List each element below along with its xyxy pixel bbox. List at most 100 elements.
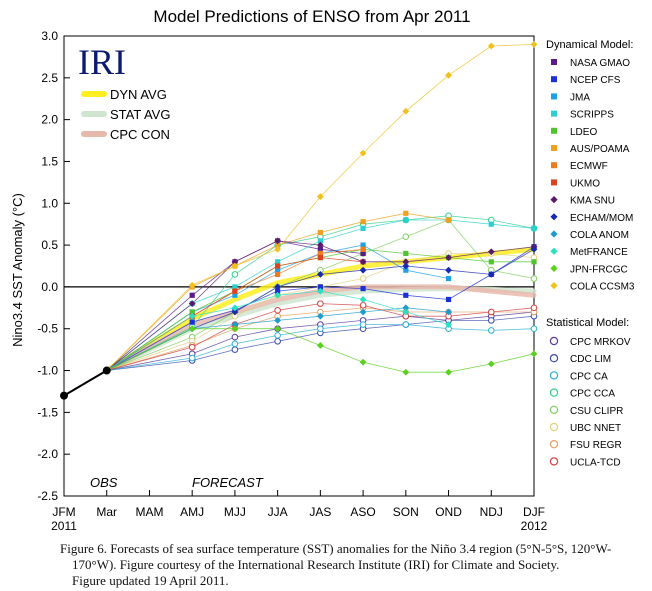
y-tick-label: -2.0 (37, 447, 58, 461)
y-tick-label: -0.5 (37, 322, 58, 336)
dyn-marker-10 (445, 308, 452, 316)
avg-line-0 (104, 246, 537, 373)
stat-line-0 (106, 311, 535, 371)
dyn-marker-3 (317, 238, 323, 244)
dyn-marker-8 (188, 300, 196, 308)
dyn-marker-12 (188, 325, 196, 333)
average-legend: DYN AVG STAT AVG CPC CON (81, 87, 170, 142)
stat-marker-2 (188, 354, 196, 362)
dyn-marker-1 (317, 284, 323, 290)
dyn-marker-10 (359, 308, 367, 316)
dyn-marker-8 (274, 237, 282, 245)
dyn-marker-6 (275, 271, 281, 277)
stat-marker-1 (274, 337, 281, 345)
dyn-marker-2 (275, 267, 281, 273)
dyn-marker-8 (359, 258, 367, 266)
x-tick-label: SON (393, 505, 419, 519)
dyn-marker-12 (445, 368, 452, 376)
dyn-marker-12 (231, 325, 239, 333)
dyn-marker-7 (232, 288, 238, 294)
dyn-marker-12 (487, 360, 495, 368)
figure-caption: Figure 6. Forecasts of sea surface tempe… (60, 541, 650, 589)
dyn-marker-6 (360, 246, 366, 252)
dyn-marker-3 (360, 225, 366, 231)
dyn-marker-5 (445, 217, 452, 223)
dyn-marker-8 (487, 248, 495, 256)
stat-line-3 (106, 215, 535, 371)
dyn-marker-7 (317, 255, 323, 261)
dyn-marker-12 (316, 342, 324, 349)
y-tick-label: -1.5 (37, 405, 58, 419)
stat-legend-marker-2 (549, 371, 559, 380)
dyn-marker-13 (402, 107, 410, 115)
dyn-marker-13 (530, 40, 538, 48)
dyn-marker-9 (316, 270, 324, 278)
stat-legend-label-7: UCLA-TCD (570, 457, 621, 468)
dyn-marker-12 (274, 325, 282, 333)
dyn-legend-label-12: JPN-FRCGC (570, 264, 628, 275)
stat-line-2 (106, 324, 535, 371)
dyn-line-13 (106, 44, 535, 371)
stat-marker-1 (231, 346, 239, 353)
stat-marker-2 (530, 325, 538, 333)
model-legend: NASA GMAO NCEP CFS JMA SCRIPPS LDEO AUS/POAMA… (549, 58, 635, 468)
stat-marker-7 (487, 308, 495, 316)
dyn-marker-9 (445, 266, 452, 274)
stat-marker-2 (487, 327, 495, 334)
dyn-marker-13 (188, 281, 196, 289)
stat-legend-marker-5 (549, 422, 559, 432)
stat-line-1 (106, 315, 535, 371)
dyn-marker-9 (530, 245, 538, 253)
chart-title: Model Predictions of ENSO from Apr 2011 (153, 7, 470, 26)
avg-line-2 (104, 284, 537, 373)
stat-legend-marker-6 (549, 440, 559, 449)
dyn-marker-13 (445, 71, 452, 79)
dyn-marker-11 (274, 291, 282, 299)
dyn-legend-label-8: KMA SNU (570, 196, 615, 207)
dyn-marker-1 (189, 319, 195, 325)
stat-legend-marker-7 (549, 457, 559, 466)
stat-legend-marker-1 (549, 354, 559, 363)
dyn-marker-8 (402, 258, 410, 266)
dyn-marker-5 (360, 219, 366, 225)
dyn-marker-3 (531, 225, 537, 231)
dyn-marker-11 (402, 308, 410, 316)
caption-line-2: 170°W). Figure courtesy of the Internati… (72, 557, 560, 572)
stat-line-7 (106, 303, 535, 371)
plot-frame (63, 35, 535, 497)
x-year-end: 2012 (521, 519, 548, 533)
dyn-marker-13 (231, 262, 239, 270)
dyn-marker-13 (274, 245, 282, 253)
dyn-marker-2 (232, 292, 238, 298)
dyn-marker-0 (360, 250, 366, 257)
dyn-legend-marker-8 (550, 196, 558, 204)
dyn-legend-marker-2 (551, 93, 557, 100)
y-tick-label: 2.5 (41, 71, 58, 85)
stat-marker-4 (402, 233, 410, 241)
dyn-legend-marker-9 (550, 213, 558, 221)
stat-legend-label-4: CSU CLIPR (570, 406, 623, 417)
avg-legend-label-2: CPC CON (110, 127, 170, 142)
stat-marker-2 (317, 325, 324, 333)
x-tick-label: MAM (135, 505, 163, 519)
observed-point (102, 366, 111, 375)
dyn-legend-label-11: MetFRANCE (570, 247, 628, 258)
x-tick-label: NDJ (480, 505, 503, 519)
dyn-marker-11 (359, 296, 367, 303)
dyn-marker-0 (317, 246, 323, 252)
stat-marker-2 (402, 321, 410, 328)
dyn-marker-0 (189, 292, 195, 298)
dyn-legend-label-9: ECHAM/MOM (570, 213, 633, 224)
x-tick-label: Mar (96, 505, 117, 519)
dyn-marker-10 (274, 316, 282, 324)
dyn-line-11 (106, 290, 449, 371)
dyn-marker-4 (488, 259, 494, 265)
caption-line-1: Figure 6. Forecasts of sea surface tempe… (60, 541, 612, 556)
dyn-legend-marker-11 (550, 247, 558, 255)
x-year-start: 2011 (51, 519, 77, 533)
avg-legend-label-1: STAT AVG (110, 107, 170, 122)
dyn-line-1 (106, 246, 535, 371)
plot-markers (60, 40, 538, 400)
dyn-legend-marker-10 (550, 230, 558, 238)
x-tick-label: MJJ (224, 505, 246, 519)
